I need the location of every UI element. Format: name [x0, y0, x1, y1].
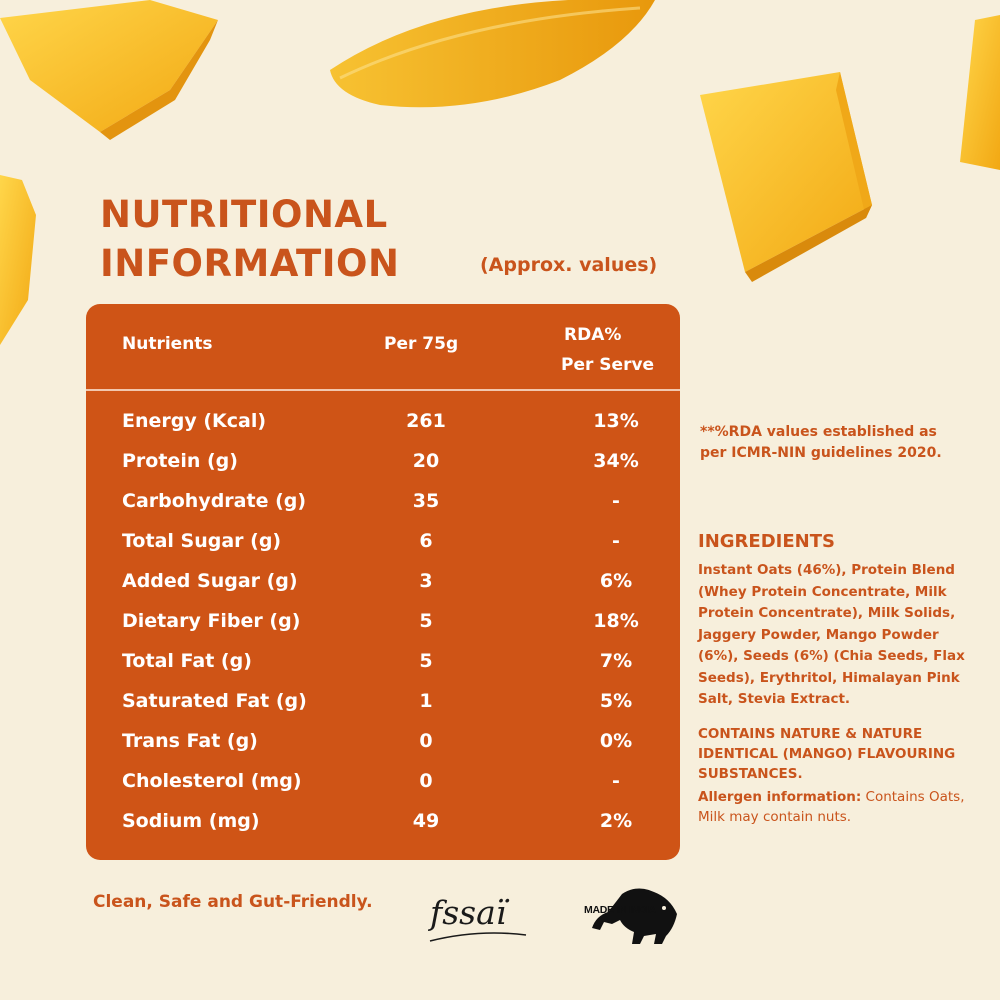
- rda-value: 6%: [599, 570, 633, 592]
- table-row: Carbohydrate (g) 35 -: [86, 482, 680, 522]
- per-serve-value: 1: [419, 690, 433, 712]
- table-row: Sodium (mg) 49 2%: [86, 802, 680, 842]
- allergen-info: Allergen information: Contains Oats, Mil…: [698, 787, 978, 827]
- per-serve-value: 35: [412, 490, 440, 512]
- per-serve-value: 5: [419, 610, 433, 632]
- table-row: Energy (Kcal) 261 13%: [86, 402, 680, 442]
- nutrient-name: Trans Fat (g): [122, 730, 258, 752]
- rda-value: 5%: [599, 690, 633, 712]
- nutrition-title: NUTRITIONAL INFORMATION: [100, 190, 399, 288]
- flavouring-statement: CONTAINS NATURE & NATURE IDENTICAL (MANG…: [698, 726, 956, 782]
- ingredients-list: Instant Oats (46%), Protein Blend (Whey …: [698, 562, 965, 707]
- per-serve-value: 49: [412, 810, 440, 832]
- nutrient-name: Carbohydrate (g): [122, 490, 307, 512]
- header-rda-line-2: Per Serve: [561, 355, 655, 375]
- table-row: Saturated Fat (g) 1 5%: [86, 682, 680, 722]
- rda-value: -: [612, 770, 620, 792]
- table-row: Protein (g) 20 34%: [86, 442, 680, 482]
- mango-cube-right: [700, 72, 872, 282]
- header-rda-line-1: RDA%: [564, 325, 622, 345]
- table-row: Total Fat (g) 5 7%: [86, 642, 680, 682]
- nutrient-name: Cholesterol (mg): [122, 770, 302, 792]
- nutrient-name: Sodium (mg): [122, 810, 260, 832]
- mango-cube-far-right: [960, 15, 1000, 170]
- rda-value: 0%: [599, 730, 633, 752]
- lion-icon: [592, 888, 677, 944]
- per-serve-value: 6: [419, 530, 433, 552]
- table-row: Trans Fat (g) 0 0%: [86, 722, 680, 762]
- fssai-logo: fssaï: [429, 893, 527, 942]
- rda-value: -: [612, 490, 620, 512]
- ingredients-heading: INGREDIENTS: [698, 531, 835, 552]
- mango-cube-top-left: [0, 0, 218, 140]
- per-serve-value: 0: [419, 770, 433, 792]
- rda-value: 18%: [593, 610, 639, 632]
- nutrient-name: Total Sugar (g): [122, 530, 282, 552]
- nutrient-name: Energy (Kcal): [122, 410, 267, 432]
- nutrient-name: Saturated Fat (g): [122, 690, 307, 712]
- mango-slice: [330, 0, 655, 108]
- header-nutrients: Nutrients: [122, 334, 213, 354]
- allergen-label: Allergen information:: [698, 789, 862, 805]
- fssai-swoosh-icon: [429, 932, 527, 942]
- nutrient-name: Dietary Fiber (g): [122, 610, 301, 632]
- nutrient-name: Added Sugar (g): [122, 570, 298, 592]
- table-rows: Energy (Kcal) 261 13% Protein (g) 20 34%…: [86, 402, 680, 842]
- table-row: Added Sugar (g) 3 6%: [86, 562, 680, 602]
- per-serve-value: 3: [419, 570, 433, 592]
- tagline: Clean, Safe and Gut-Friendly.: [93, 892, 373, 912]
- nutrition-table: Nutrients Per 75g RDA% Per Serve Energy …: [86, 304, 680, 860]
- fssai-logo-text: fssaï: [430, 893, 507, 932]
- per-serve-value: 20: [412, 450, 440, 472]
- per-serve-value: 0: [419, 730, 433, 752]
- table-row: Cholesterol (mg) 0 -: [86, 762, 680, 802]
- header-rda: RDA% Per Serve: [561, 320, 681, 380]
- rda-value: 7%: [599, 650, 633, 672]
- table-row: Total Sugar (g) 6 -: [86, 522, 680, 562]
- header-divider: [86, 389, 680, 391]
- approx-values-note: (Approx. values): [480, 254, 658, 276]
- header-per-75g: Per 75g: [384, 334, 459, 354]
- rda-value: 34%: [593, 450, 639, 472]
- table-row: Dietary Fiber (g) 5 18%: [86, 602, 680, 642]
- rda-value: -: [612, 530, 620, 552]
- title-line-2: INFORMATION: [100, 242, 400, 285]
- made-in-india-logo: MADE IN INDIA: [582, 884, 682, 946]
- per-serve-value: 5: [419, 650, 433, 672]
- made-in-india-text: MADE IN INDIA: [584, 904, 656, 916]
- nutrient-name: Protein (g): [122, 450, 238, 472]
- nutrient-name: Total Fat (g): [122, 650, 252, 672]
- rda-value: 2%: [599, 810, 633, 832]
- title-line-1: NUTRITIONAL: [100, 193, 388, 236]
- mango-cube-left: [0, 175, 36, 345]
- rda-value: 13%: [593, 410, 639, 432]
- rda-footnote: **%RDA values established as per ICMR-NI…: [700, 424, 942, 461]
- table-header: Nutrients Per 75g RDA% Per Serve: [86, 304, 680, 390]
- allergen-text: Contains Oats, Milk may contain nuts.: [698, 789, 965, 825]
- per-serve-value: 261: [406, 410, 446, 432]
